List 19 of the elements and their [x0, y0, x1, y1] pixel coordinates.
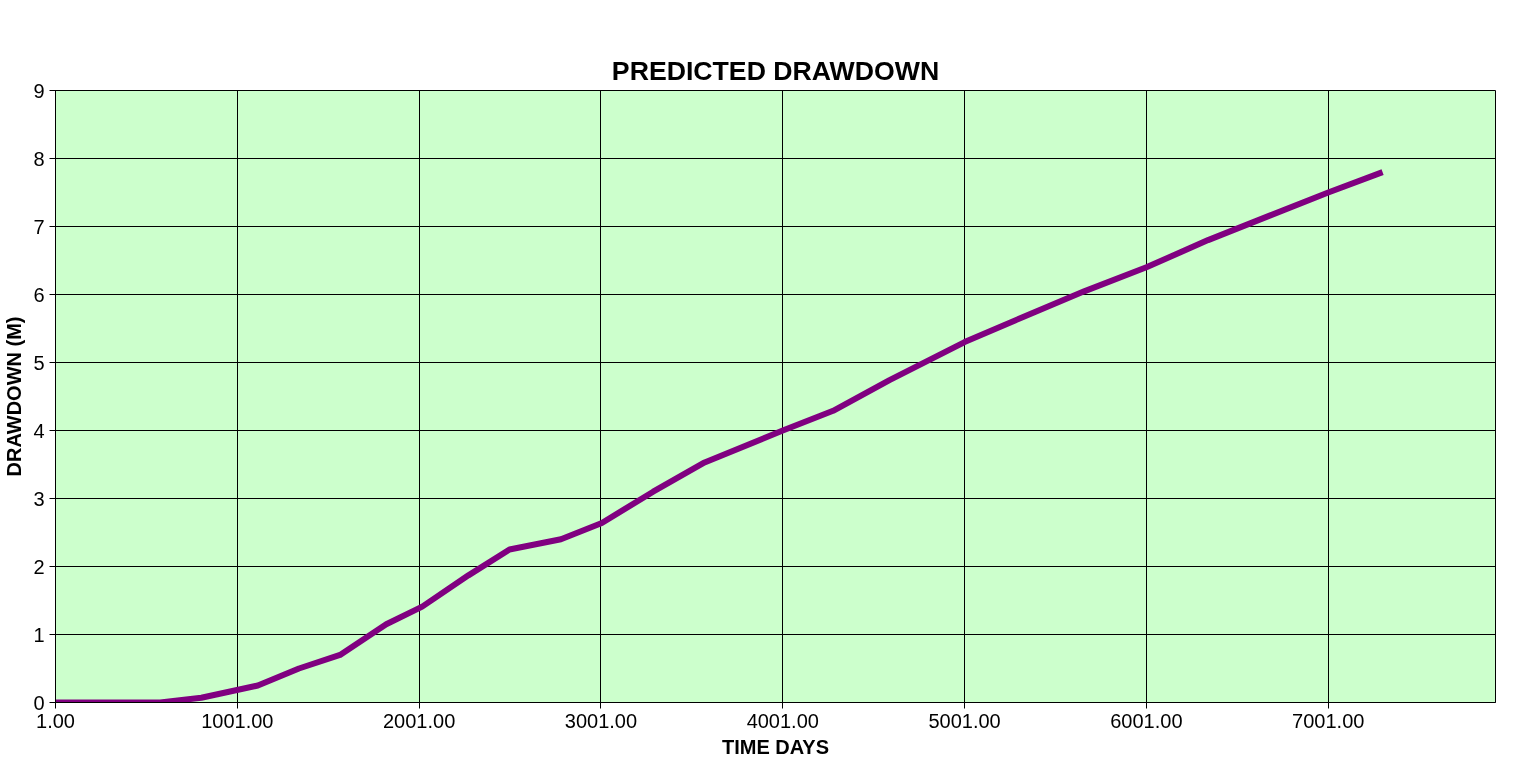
y-tick-label: 4: [33, 419, 45, 442]
x-tick-label: 7001.00: [1292, 709, 1365, 732]
x-tick-label: 2001.00: [382, 709, 456, 732]
y-tick-label: 1: [33, 623, 45, 646]
x-tick-label: 5001.00: [928, 709, 1001, 732]
y-tick-label: 9: [33, 79, 45, 102]
x-tick-label: 4001.00: [746, 709, 819, 732]
chart-title: PREDICTED DRAWDOWN: [611, 55, 940, 86]
x-tick-label: 3001.00: [564, 709, 638, 732]
y-tick-label: 3: [33, 487, 45, 510]
y-axis-title: DRAWDOWN (M): [3, 316, 26, 477]
x-axis-title: TIME DAYS: [721, 735, 830, 758]
y-tick-label: 8: [33, 147, 45, 170]
y-tick-label: 2: [33, 555, 45, 578]
y-tick-label: 5: [33, 351, 45, 374]
y-tick-label: 7: [33, 215, 45, 238]
y-tick-label: 6: [33, 283, 45, 306]
x-tick-label: 1001.00: [201, 709, 274, 732]
x-tick-label: 6001.00: [1110, 709, 1183, 732]
